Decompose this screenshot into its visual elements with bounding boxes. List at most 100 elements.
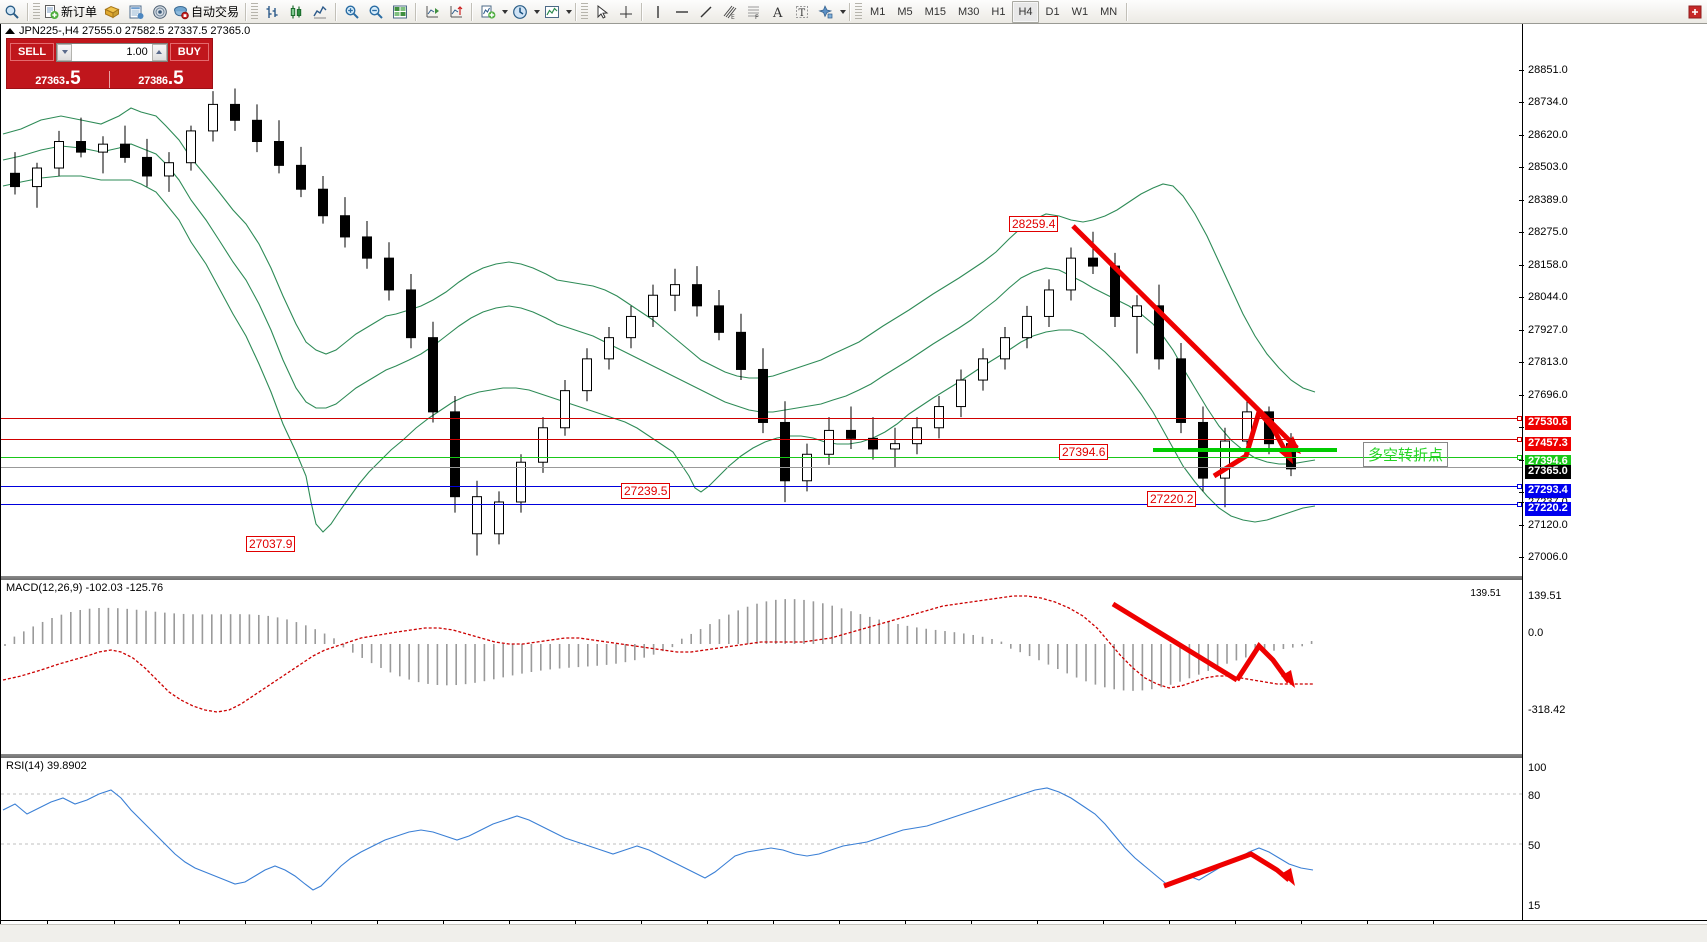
rsi-scale-80: 80 [1528, 790, 1541, 802]
hline-icon[interactable] [670, 1, 694, 23]
price-tick [1519, 525, 1524, 526]
line-chart-icon[interactable] [308, 1, 332, 23]
zoom-in-icon[interactable] [340, 1, 364, 23]
timeframe-m30[interactable]: M30 [958, 5, 980, 18]
buy-button[interactable]: BUY [169, 43, 209, 61]
fibonacci-icon[interactable]: F [742, 1, 766, 23]
add-indicator-icon[interactable] [476, 1, 500, 23]
resistance-line-27530[interactable] [1, 418, 1522, 419]
annotation-27394[interactable]: 27394.6 [1059, 444, 1109, 460]
level-badge-27530[interactable]: 27530.6 [1525, 416, 1571, 430]
timeframe-m1[interactable]: M1 [870, 5, 886, 18]
volume-decrement-button[interactable] [57, 43, 73, 61]
chevron-down-icon[interactable] [502, 9, 509, 14]
chevron-down-icon[interactable] [534, 9, 541, 14]
new-order-button[interactable]: 新订单 [42, 1, 100, 23]
annotation-27220[interactable]: 27220.2 [1147, 491, 1197, 507]
templates-icon[interactable] [100, 1, 124, 23]
trendline-icon[interactable] [694, 1, 718, 23]
candle-body [912, 427, 922, 445]
magnifier-icon[interactable] [0, 1, 24, 23]
rsi-label: RSI(14) 39.8902 [6, 760, 87, 772]
vline-icon[interactable] [646, 1, 670, 23]
bollinger-middle-band [2, 143, 1316, 465]
timeframe-mn[interactable]: MN [1100, 5, 1118, 18]
pane-separator-rsi[interactable] [1, 754, 1522, 758]
level-badge-27457[interactable]: 27457.3 [1525, 437, 1571, 451]
chevron-down-icon[interactable] [566, 9, 573, 14]
cursor-icon[interactable] [590, 1, 614, 23]
chart-header: JPN225-,H4 27555.0 27582.5 27337.5 27365… [5, 25, 250, 37]
level-handle[interactable] [1517, 484, 1522, 489]
candle-body [1220, 440, 1230, 479]
buy-price[interactable]: 27386.5 [138, 68, 184, 89]
timeframe-h4[interactable]: H4 [1012, 0, 1039, 23]
rsi-series [2, 787, 1314, 891]
level-handle[interactable] [1517, 437, 1522, 442]
time-tick [773, 921, 774, 925]
support-line-27220[interactable] [1, 504, 1522, 505]
timeframe-m15[interactable]: M15 [924, 5, 946, 18]
volume-input[interactable]: 1.00 [56, 42, 168, 62]
support-line-27293[interactable] [1, 486, 1522, 487]
annotation-27239[interactable]: 27239.5 [621, 483, 671, 499]
text-label-icon[interactable]: A [766, 1, 790, 23]
level-handle[interactable] [1517, 455, 1522, 460]
trade-panel[interactable]: SELL 1.00 BUY 27363.5 27386.5 [6, 38, 213, 89]
auto-scroll-icon[interactable] [420, 1, 444, 23]
collapse-icon[interactable] [5, 28, 15, 34]
chevron-down-icon[interactable] [840, 9, 847, 14]
support-line-27394[interactable] [1, 457, 1522, 458]
current-price-line[interactable] [1, 467, 1522, 468]
candlestick-chart-icon[interactable] [284, 1, 308, 23]
equidistant-channel-icon[interactable]: E [718, 1, 742, 23]
shapes-icon[interactable] [814, 1, 838, 23]
navigator-icon[interactable] [124, 1, 148, 23]
rsi-plot [1, 787, 1522, 891]
chart-properties-icon[interactable] [540, 1, 564, 23]
pane-separator-macd[interactable] [1, 576, 1522, 580]
price-tick [1519, 297, 1524, 298]
zigzag-arrow [1212, 406, 1292, 479]
sell-button[interactable]: SELL [10, 43, 55, 61]
annotation-high-28259[interactable]: 28259.4 [1009, 216, 1059, 232]
terminal-icon[interactable] [148, 1, 172, 23]
toolbar-grip[interactable] [855, 2, 863, 21]
level-badge-27293[interactable]: 27293.4 [1525, 484, 1571, 498]
candle-body [450, 411, 460, 498]
text-icon[interactable]: T [790, 1, 814, 23]
chinese-annotation-note[interactable]: 多空转折点 [1363, 442, 1449, 467]
level-badge-27220[interactable]: 27220.2 [1525, 502, 1571, 516]
chart-canvas[interactable]: JPN225-,H4 27555.0 27582.5 27337.5 27365… [0, 24, 1707, 942]
timeframe-m5[interactable]: M5 [897, 5, 913, 18]
current-price-badge[interactable]: 27365.0 [1525, 465, 1571, 479]
candle-body [362, 236, 372, 259]
chart-shift-icon[interactable] [444, 1, 468, 23]
zoom-out-icon[interactable] [364, 1, 388, 23]
horizontal-scrollbar[interactable] [0, 924, 1707, 942]
price-tick [1519, 135, 1524, 136]
level-handle[interactable] [1517, 416, 1522, 421]
price-tick [1519, 395, 1524, 396]
timeframe-h1[interactable]: H1 [991, 5, 1006, 18]
price-tick-label: 28503.0 [1528, 161, 1568, 173]
annotation-low-27037[interactable]: 27037.9 [246, 536, 296, 552]
timeframe-w1[interactable]: W1 [1071, 5, 1089, 18]
toolbar-grip[interactable] [581, 2, 589, 21]
svg-text:F: F [755, 14, 759, 20]
toolbar-grip[interactable] [33, 2, 40, 21]
maximize-window-icon[interactable] [1683, 1, 1707, 23]
resistance-line-27457[interactable] [1, 439, 1522, 440]
timeframe-d1[interactable]: D1 [1045, 5, 1060, 18]
period-icon[interactable] [508, 1, 532, 23]
crosshair-icon[interactable] [614, 1, 638, 23]
sell-price[interactable]: 27363.5 [7, 69, 110, 88]
auto-trading-button[interactable]: 自动交易 [172, 1, 242, 23]
data-window-icon[interactable] [388, 1, 412, 23]
volume-increment-button[interactable] [151, 43, 167, 61]
volume-value[interactable]: 1.00 [126, 45, 148, 58]
toolbar-grip[interactable] [251, 2, 259, 21]
toolbar-divider [575, 2, 578, 21]
candle-body [1242, 411, 1252, 442]
bar-chart-icon[interactable] [260, 1, 284, 23]
